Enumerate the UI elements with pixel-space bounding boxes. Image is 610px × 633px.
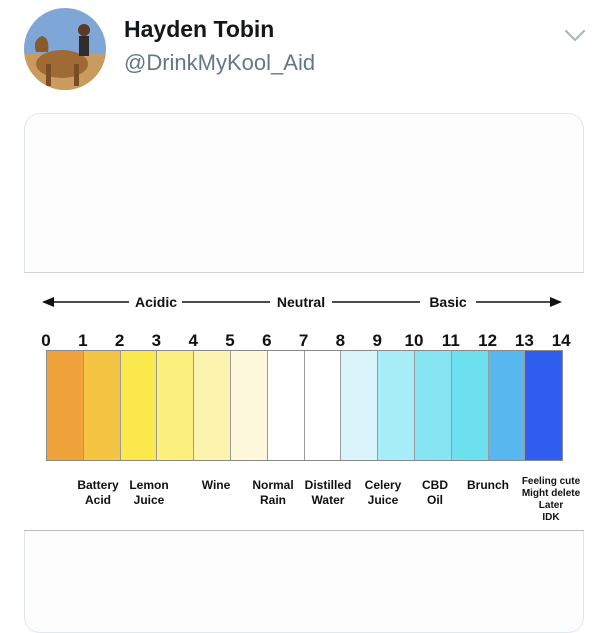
ph-number: 0 [41,331,51,350]
ph-number: 13 [514,331,534,350]
ph-example-label: Celery Juice [364,478,402,507]
avatar[interactable] [24,8,106,90]
ph-swatch [157,351,195,460]
ph-number: 6 [262,331,272,350]
ph-color-bar [46,350,564,461]
ph-number: 3 [151,331,162,350]
ph-swatch [414,351,452,460]
ph-swatch [525,351,563,460]
ph-number: 11 [441,331,460,350]
ph-swatch [304,351,342,460]
ph-number: 9 [372,331,382,350]
ph-swatch [194,351,231,460]
ph-swatch [488,351,526,460]
ph-number: 5 [225,331,235,350]
display-name[interactable]: Hayden Tobin [124,16,275,42]
acidic-label: Acidic [135,294,177,310]
ph-number: 12 [478,331,498,350]
avatar-photo [24,8,106,90]
ph-swatch [120,351,158,460]
ph-number: 8 [335,331,346,350]
ph-number: 10 [404,331,424,350]
ph-swatch [230,351,268,460]
ph-example-label: CBD Oil [422,478,448,507]
ph-example-label: Brunch [467,478,509,492]
neutral-label: Neutral [277,294,325,310]
ph-example-label: Normal Rain [252,478,294,507]
ph-swatch [47,351,84,460]
ph-example-label: Feeling cute Might delete Later IDK [521,476,581,523]
ph-example-label: Distilled Water [304,478,352,507]
ph-example-label: Wine [201,478,231,492]
ph-number: 1 [78,331,88,350]
ph-swatch [451,351,489,460]
chevron-down-icon[interactable] [562,24,588,46]
ph-swatch [83,351,121,460]
ph-number: 4 [188,331,198,350]
basic-label: Basic [429,294,467,310]
ph-number: 2 [114,331,125,350]
ph-swatch [341,351,379,460]
user-handle[interactable]: @DrinkMyKool_Aid [124,50,316,75]
ph-swatch [378,351,415,460]
ph-scale-image: Acidic Neutral Basic 0 1 2 3 4 5 6 7 8 9 10 11 12 13 1… [24,272,584,531]
ph-example-label: Battery Acid [77,478,119,507]
ph-direction-arrow: Acidic Neutral Basic [42,294,562,310]
ph-number: 7 [298,331,309,350]
ph-swatch [267,351,305,460]
ph-number: 14 [551,331,571,350]
ph-example-label: Lemon Juice [129,478,169,507]
